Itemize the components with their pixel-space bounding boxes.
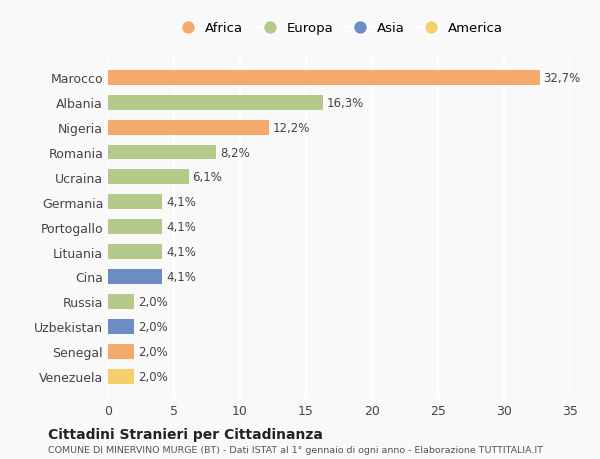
- Text: COMUNE DI MINERVINO MURGE (BT) - Dati ISTAT al 1° gennaio di ogni anno - Elabora: COMUNE DI MINERVINO MURGE (BT) - Dati IS…: [48, 445, 543, 454]
- Text: 16,3%: 16,3%: [327, 96, 364, 110]
- Text: 12,2%: 12,2%: [273, 121, 310, 134]
- Bar: [108, 145, 216, 160]
- Bar: [108, 245, 162, 259]
- Bar: [108, 220, 162, 235]
- Text: 4,1%: 4,1%: [166, 270, 196, 283]
- Bar: [108, 319, 134, 334]
- Text: 8,2%: 8,2%: [220, 146, 250, 159]
- Bar: [108, 294, 134, 309]
- Bar: [108, 344, 134, 359]
- Text: Cittadini Stranieri per Cittadinanza: Cittadini Stranieri per Cittadinanza: [48, 427, 323, 442]
- Text: 4,1%: 4,1%: [166, 221, 196, 234]
- Bar: [108, 120, 269, 135]
- Bar: [108, 170, 188, 185]
- Text: 2,0%: 2,0%: [139, 295, 168, 308]
- Bar: [108, 369, 134, 384]
- Text: 2,0%: 2,0%: [139, 320, 168, 333]
- Text: 32,7%: 32,7%: [544, 72, 581, 84]
- Text: 4,1%: 4,1%: [166, 246, 196, 258]
- Text: 2,0%: 2,0%: [139, 370, 168, 383]
- Text: 6,1%: 6,1%: [193, 171, 223, 184]
- Text: 4,1%: 4,1%: [166, 196, 196, 209]
- Bar: [108, 95, 323, 111]
- Bar: [108, 195, 162, 210]
- Text: 2,0%: 2,0%: [139, 345, 168, 358]
- Legend: Africa, Europa, Asia, America: Africa, Europa, Asia, America: [169, 17, 509, 40]
- Bar: [108, 269, 162, 284]
- Bar: [108, 71, 539, 86]
